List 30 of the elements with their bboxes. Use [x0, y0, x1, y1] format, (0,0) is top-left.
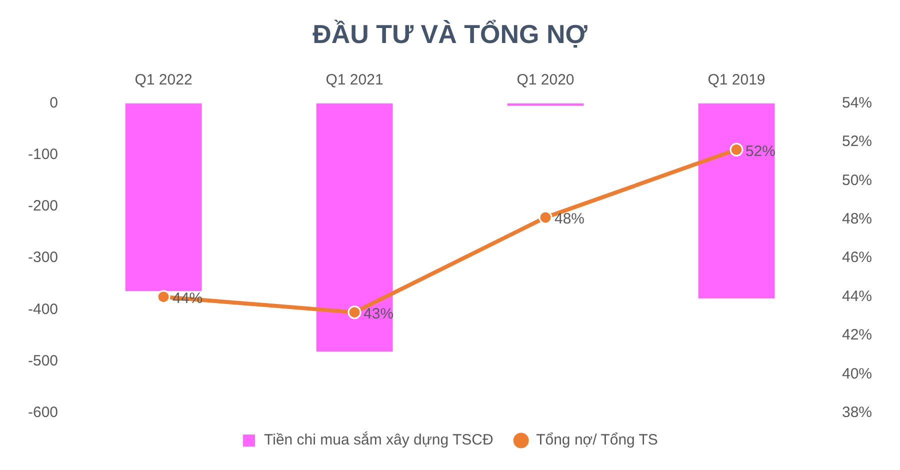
x-tick-label: Q1 2019 — [708, 71, 766, 88]
y-tick-label: -100 — [28, 146, 58, 163]
x-tick-label: Q1 2022 — [134, 71, 192, 88]
x-tick-label: Q1 2021 — [326, 71, 384, 88]
chart-title: ĐẦU TƯ VÀ TỔNG NỢ — [312, 18, 588, 49]
point — [730, 142, 744, 156]
y-tick-label: -300 — [28, 249, 58, 266]
data-label: 48% — [554, 210, 585, 228]
y2-tick-label: 52% — [842, 133, 872, 150]
y-tick-label: 0 — [50, 94, 58, 112]
y2-tick-label: 40% — [842, 365, 872, 382]
legend-label: Tiền chi mua sắm xây dựng TSCĐ — [264, 430, 494, 449]
y2-tick-label: 50% — [842, 172, 872, 189]
y-tick-label: -200 — [28, 198, 58, 215]
y-tick-label: -400 — [28, 300, 58, 318]
y2-tick-label: 46% — [842, 249, 872, 266]
y2-tick-label: 54% — [842, 94, 872, 112]
point — [156, 290, 170, 304]
y-tick-label: -500 — [28, 352, 58, 370]
y2-tick-label: 42% — [842, 326, 872, 344]
x-tick-label: Q1 2020 — [516, 71, 574, 88]
y2-tick-label: 48% — [842, 210, 872, 228]
data-label: 43% — [364, 305, 394, 322]
legend-label: Tổng nợ/ Tổng TS — [536, 432, 658, 449]
point — [348, 306, 362, 320]
y2-tick-label: 44% — [842, 288, 872, 305]
y2-tick-label: 38% — [842, 404, 872, 422]
data-label: 44% — [172, 290, 203, 307]
point — [538, 210, 552, 224]
y-tick-label: -600 — [28, 404, 58, 422]
